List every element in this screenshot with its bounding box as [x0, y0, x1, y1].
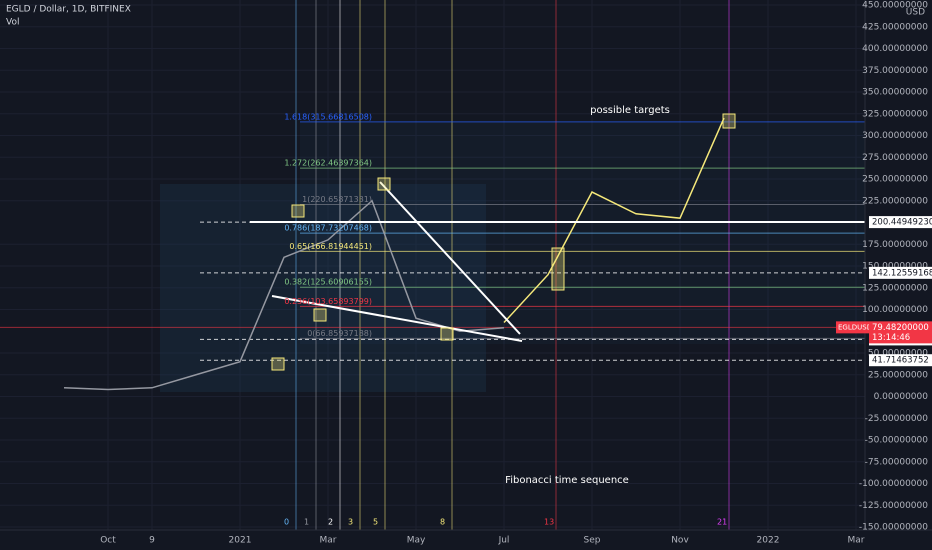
fib-label: 1(220.65871331) — [302, 195, 372, 204]
y-tick-label: 275.00000000 — [862, 153, 928, 163]
trendline-lower — [271, 295, 523, 342]
target-boxes — [271, 113, 736, 371]
y-tick-label: 125.00000000 — [862, 283, 928, 293]
y-tick-label: -150.00000000 — [859, 523, 928, 533]
marks — [0, 0, 865, 530]
time-label: 1 — [304, 518, 309, 527]
box — [377, 177, 391, 191]
y-tick-label: 25.00000000 — [868, 370, 928, 380]
volume-profile-zone — [160, 184, 486, 392]
symbol: EGLD / Dollar, 1D, BITFINEX — [6, 5, 131, 15]
box — [440, 327, 454, 341]
annotation: possible targets — [590, 105, 670, 116]
fib-label: 0.786(187.73207468) — [284, 224, 372, 233]
time-label: 3 — [348, 518, 353, 527]
y-tick-label: -50.00000000 — [865, 436, 929, 446]
box — [313, 308, 327, 322]
currency: USD — [906, 8, 925, 18]
x-tick-label: 2022 — [757, 536, 780, 546]
price-tag-label: 142.12559168 — [872, 268, 932, 278]
box — [291, 204, 305, 218]
y-tick-label: 100.00000000 — [862, 305, 928, 315]
x-tick-label: Oct — [100, 536, 116, 546]
price-tag — [869, 216, 932, 229]
last-price-label: 79.48200000 — [872, 323, 929, 333]
x-tick-label: May — [407, 536, 426, 546]
y-tick-label: 350.00000000 — [862, 88, 928, 98]
x-tick-label: Mar — [848, 536, 865, 546]
y-tick-label: 150.00000000 — [862, 262, 928, 272]
y-tick-label: -75.00000000 — [865, 457, 929, 467]
box — [551, 247, 565, 291]
time-label: 8 — [440, 518, 445, 527]
y-tick-label: 325.00000000 — [862, 109, 928, 119]
trendline-upper — [379, 181, 521, 335]
box — [271, 357, 285, 371]
fib-label: 1.272(262.46397364) — [284, 159, 372, 168]
grid — [0, 0, 865, 530]
price-tag — [869, 266, 932, 279]
last-price-tag — [869, 321, 932, 344]
series-line — [503, 117, 725, 324]
fib-label: 0.382(125.60906155) — [284, 278, 372, 287]
y-tick-label: 175.00000000 — [862, 240, 928, 250]
y-tick-label: 400.00000000 — [862, 44, 928, 54]
annotation: Fibonacci time sequence — [505, 475, 629, 486]
time-label: 0 — [284, 518, 289, 527]
fib-label: 1.618(315.66816508) — [284, 112, 372, 121]
x-tick-label: Mar — [320, 536, 337, 546]
time-label: 21 — [717, 518, 727, 527]
indicator: Vol — [6, 18, 19, 28]
y-tick-label: 250.00000000 — [862, 175, 928, 185]
y-tick-label: 225.00000000 — [862, 196, 928, 206]
x-tick-label: Sep — [584, 536, 601, 546]
price-tag-label: 41.71463752 — [872, 356, 929, 366]
fib-label: 0.236(103.65893799) — [284, 297, 372, 306]
countdown: 13:14:46 — [872, 333, 910, 343]
x-tick-label: Jul — [498, 536, 510, 546]
fib-label: 0.65(166.81944451) — [289, 242, 372, 251]
time-label: 13 — [544, 518, 554, 527]
y-tick-label: 50.00000000 — [868, 349, 928, 359]
fib-label: 0(66.85937188) — [307, 329, 372, 338]
y-tick-label: 0.00000000 — [874, 392, 929, 402]
y-tick-label: 375.00000000 — [862, 66, 928, 76]
y-tick-label: -100.00000000 — [859, 479, 928, 489]
x-tick-label: Nov — [671, 536, 689, 546]
y-tick-label: 425.00000000 — [862, 22, 928, 32]
time-label: 5 — [373, 518, 378, 527]
x-tick-label: 9 — [149, 536, 155, 546]
last-price-symbol-box — [836, 321, 869, 334]
x-tick-label: 2021 — [229, 536, 252, 546]
price-tag — [869, 354, 932, 367]
box — [722, 113, 736, 129]
y-tick-label: -125.00000000 — [859, 501, 928, 511]
series-line — [63, 199, 505, 391]
price-tag-label: 200.44949230 — [872, 218, 932, 228]
y-tick-label: -25.00000000 — [865, 414, 929, 424]
time-label: 2 — [328, 518, 333, 527]
y-tick-label: 300.00000000 — [862, 131, 928, 141]
y-tick-label: 450.00000000 — [862, 1, 928, 11]
last-price-symbol: EGLDUSD — [838, 323, 872, 331]
